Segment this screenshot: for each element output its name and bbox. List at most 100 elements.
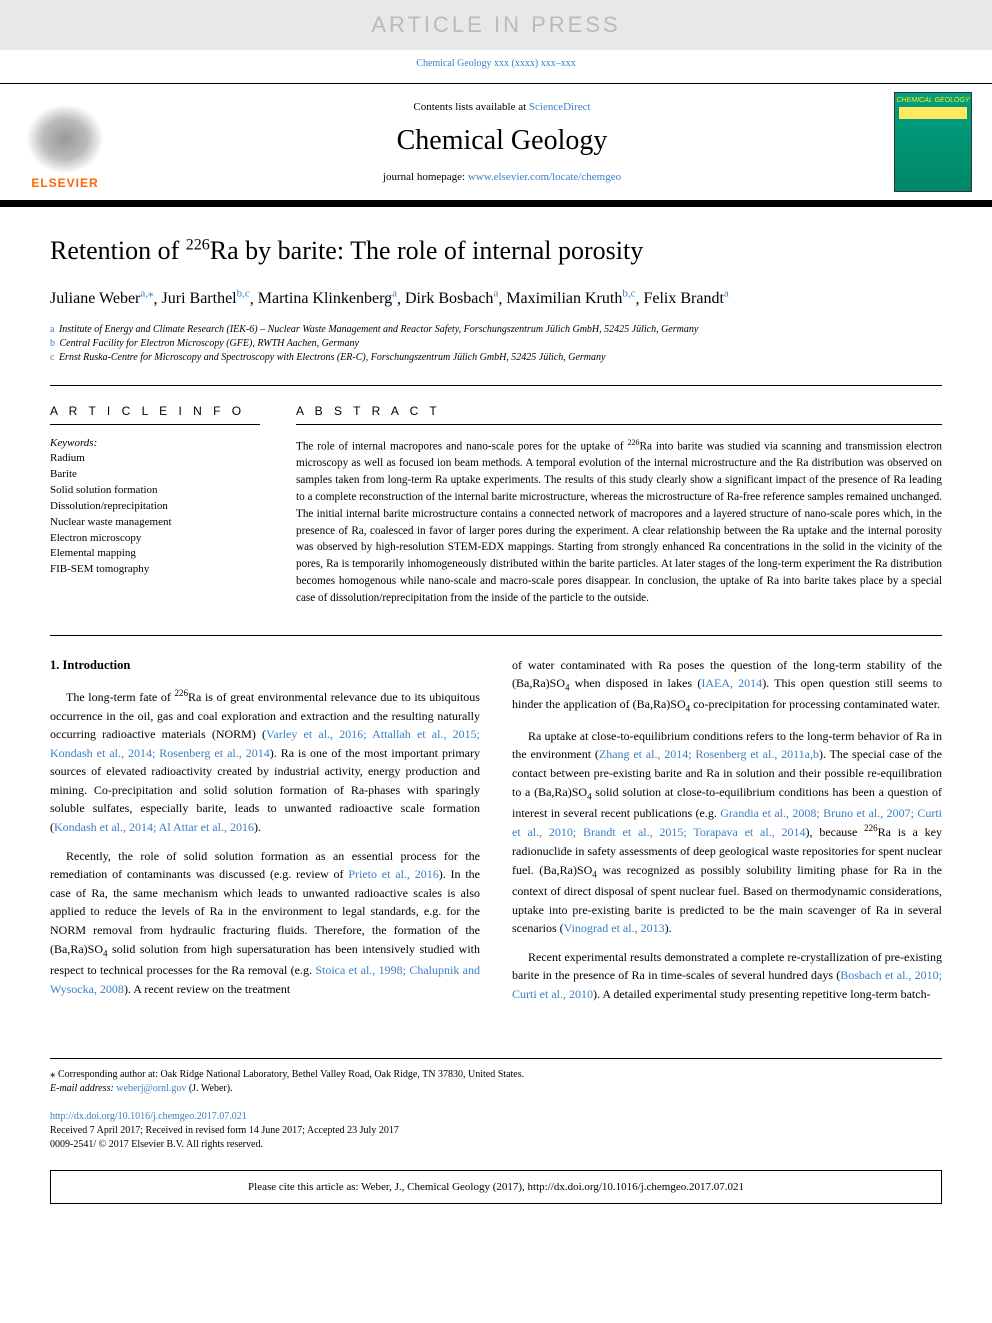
txt: ). — [665, 921, 672, 935]
info-abstract-row: A R T I C L E I N F O Keywords: Radium B… — [50, 385, 942, 607]
citation-link[interactable]: Vinograd et al., 2013 — [564, 921, 665, 935]
corresp-text: Corresponding author at: Oak Ridge Natio… — [56, 1069, 525, 1080]
cite-text: Please cite this article as: Weber, J., … — [248, 1181, 744, 1193]
title-pre: Retention of — [50, 236, 186, 265]
contents-pre: Contents lists available at — [413, 101, 528, 113]
txt: ). A detailed experimental study present… — [593, 987, 931, 1001]
author-2: Martina Klinkenberga — [258, 290, 397, 307]
header-center: Contents lists available at ScienceDirec… — [110, 101, 894, 183]
body-paragraph: Recently, the role of solid solution for… — [50, 847, 480, 998]
txt: ). — [254, 820, 261, 834]
issn-copyright-line: 0009-2541/ © 2017 Elsevier B.V. All righ… — [50, 1138, 942, 1152]
txt: The long-term fate of — [66, 690, 175, 704]
keyword: Solid solution formation — [50, 483, 260, 499]
title-post: Ra by barite: The role of internal poros… — [210, 236, 643, 265]
elsevier-tree-icon — [26, 104, 104, 174]
affiliations-block: a Institute of Energy and Climate Resear… — [50, 323, 942, 365]
corresponding-star-icon: ⁎ — [148, 288, 154, 300]
keyword: Elemental mapping — [50, 546, 260, 562]
elsevier-logo: ELSEVIER — [20, 95, 110, 190]
elsevier-label: ELSEVIER — [31, 176, 98, 190]
citation-link[interactable]: Zhang et al., 2014; Rosenberg et al., 20… — [599, 747, 819, 761]
abstract-p1: The role of internal macropores and nano… — [296, 441, 628, 453]
txt: when disposed in lakes ( — [570, 676, 702, 690]
abstract-column: A B S T R A C T The role of internal mac… — [296, 404, 942, 607]
txt: ), because — [806, 825, 865, 839]
author-affil: a — [493, 288, 498, 300]
abstract-text: The role of internal macropores and nano… — [296, 437, 942, 607]
author-3: Dirk Bosbacha — [405, 290, 498, 307]
journal-homepage-link[interactable]: www.elsevier.com/locate/chemgeo — [468, 171, 621, 183]
article-in-press-banner: ARTICLE IN PRESS — [0, 0, 992, 50]
affil-mark: c — [50, 352, 54, 363]
affiliation-c: c Ernst Ruska-Centre for Microscopy and … — [50, 351, 942, 365]
author-name: Dirk Bosbach — [405, 290, 493, 307]
email-line: E-mail address: weberj@ornl.gov (J. Webe… — [50, 1082, 942, 1096]
top-citation-link[interactable]: Chemical Geology xxx (xxxx) xxx–xxx — [416, 58, 575, 69]
keyword: Dissolution/reprecipitation — [50, 499, 260, 515]
abstract-heading: A B S T R A C T — [296, 404, 942, 425]
journal-cover-thumbnail: CHEMICAL GEOLOGY — [894, 92, 972, 192]
email-link[interactable]: weberj@ornl.gov — [116, 1083, 186, 1094]
abstract-isotope: 226 — [628, 438, 640, 447]
affiliation-b: b Central Facility for Electron Microsco… — [50, 337, 942, 351]
received-line: Received 7 April 2017; Received in revis… — [50, 1124, 942, 1138]
author-affil: a, — [140, 288, 148, 300]
author-name: Martina Klinkenberg — [258, 290, 392, 307]
keywords-list: Radium Barite Solid solution formation D… — [50, 451, 260, 579]
author-affil: a — [392, 288, 397, 300]
keywords-label: Keywords: — [50, 437, 260, 449]
author-list: Juliane Webera,⁎, Juri Barthelb,c, Marti… — [50, 286, 942, 311]
please-cite-box: Please cite this article as: Weber, J., … — [50, 1170, 942, 1204]
author-4: Maximilian Kruthb,c — [506, 290, 635, 307]
author-name: Juliane Weber — [50, 290, 140, 307]
isotope-sup: 226 — [864, 823, 878, 833]
article-info-column: A R T I C L E I N F O Keywords: Radium B… — [50, 404, 260, 607]
corresponding-author-block: ⁎ Corresponding author at: Oak Ridge Nat… — [50, 1058, 942, 1096]
keyword: Barite — [50, 467, 260, 483]
article-info-heading: A R T I C L E I N F O — [50, 404, 260, 425]
affil-mark: b — [50, 338, 55, 349]
abstract-p2: Ra into barite was studied via scanning … — [296, 441, 942, 604]
author-name: Felix Brandt — [643, 290, 723, 307]
body-column-right: of water contaminated with Ra poses the … — [512, 656, 942, 1014]
citation-link[interactable]: IAEA, 2014 — [701, 676, 762, 690]
citation-link[interactable]: Prieto et al., 2016 — [348, 867, 438, 881]
author-5: Felix Brandta — [643, 290, 728, 307]
affil-text: Ernst Ruska-Centre for Microscopy and Sp… — [59, 352, 605, 363]
keyword: Electron microscopy — [50, 531, 260, 547]
author-name: Maximilian Kruth — [506, 290, 622, 307]
article-title: Retention of 226Ra by barite: The role o… — [50, 235, 942, 268]
article-main: Retention of 226 Ra by barite: The role o… — [0, 207, 992, 1034]
top-citation: Chemical Geology xxx (xxxx) xxx–xxx — [0, 50, 992, 83]
keyword: FIB-SEM tomography — [50, 562, 260, 578]
affil-text: Central Facility for Electron Microscopy… — [60, 338, 359, 349]
body-paragraph: The long-term fate of 226Ra is of great … — [50, 687, 480, 837]
journal-homepage-line: journal homepage: www.elsevier.com/locat… — [130, 171, 874, 183]
body-paragraph: Recent experimental results demonstrated… — [512, 948, 942, 1004]
author-affil: b,c — [622, 288, 635, 300]
body-column-left: 1. Introduction The long-term fate of 22… — [50, 656, 480, 1014]
keyword: Radium — [50, 451, 260, 467]
citation-link[interactable]: Kondash et al., 2014; Al Attar et al., 2… — [54, 820, 254, 834]
contents-available-line: Contents lists available at ScienceDirec… — [130, 101, 874, 113]
journal-cover-title: CHEMICAL GEOLOGY — [895, 93, 971, 104]
sciencedirect-link[interactable]: ScienceDirect — [529, 101, 591, 113]
journal-header: ELSEVIER Contents lists available at Sci… — [0, 83, 992, 201]
author-0: Juliane Webera,⁎ — [50, 290, 154, 307]
author-affil: b,c — [237, 288, 250, 300]
body-paragraph: of water contaminated with Ra poses the … — [512, 656, 942, 717]
affiliation-a: a Institute of Energy and Climate Resear… — [50, 323, 942, 337]
doi-link[interactable]: http://dx.doi.org/10.1016/j.chemgeo.2017… — [50, 1111, 247, 1122]
author-affil: a — [724, 288, 729, 300]
isotope-sup: 226 — [175, 688, 189, 698]
homepage-pre: journal homepage: — [383, 171, 468, 183]
author-name: Juri Barthel — [162, 290, 237, 307]
journal-cover-strip — [899, 107, 967, 119]
corresponding-author-line: ⁎ Corresponding author at: Oak Ridge Nat… — [50, 1067, 942, 1082]
body-two-column: 1. Introduction The long-term fate of 22… — [50, 656, 942, 1014]
keyword: Nuclear waste management — [50, 515, 260, 531]
txt: ). A recent review on the treatment — [124, 982, 290, 996]
author-1: Juri Barthelb,c — [162, 290, 250, 307]
section-heading-introduction: 1. Introduction — [50, 656, 480, 675]
